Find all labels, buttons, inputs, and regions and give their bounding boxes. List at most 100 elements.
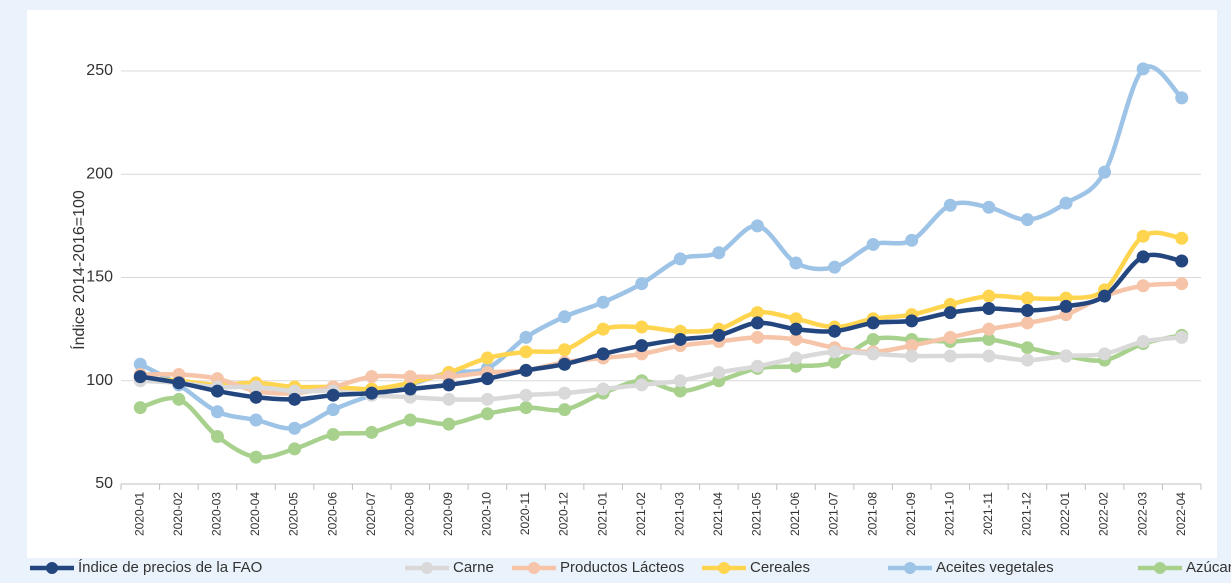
- legend-marker: [421, 562, 433, 574]
- point: [866, 237, 880, 251]
- point: [210, 405, 224, 419]
- point: [982, 322, 996, 336]
- x-tick-label: 2020-07: [364, 492, 378, 536]
- point: [750, 219, 764, 233]
- point: [673, 252, 687, 266]
- point: [519, 330, 533, 344]
- x-tick-label: 2021-02: [634, 492, 648, 536]
- point: [249, 413, 263, 427]
- point: [442, 417, 456, 431]
- x-tick-label: 2020-06: [325, 492, 339, 536]
- x-tick-label: 2020-12: [557, 492, 571, 536]
- point: [326, 388, 340, 402]
- point: [1136, 279, 1150, 293]
- x-tick-label: 2021-11: [981, 492, 995, 535]
- x-tick-label: 2020-05: [287, 492, 301, 536]
- point: [326, 427, 340, 441]
- point: [326, 403, 340, 417]
- point: [480, 407, 494, 421]
- point: [365, 386, 379, 400]
- point: [365, 370, 379, 384]
- point: [905, 339, 919, 353]
- series-line: [140, 335, 1182, 402]
- point: [403, 370, 417, 384]
- point: [750, 306, 764, 320]
- x-tick-label: 2020-01: [132, 492, 146, 536]
- point: [1098, 347, 1112, 361]
- point: [905, 314, 919, 328]
- point: [1020, 353, 1034, 367]
- point: [635, 378, 649, 392]
- point: [943, 330, 957, 344]
- point: [442, 392, 456, 406]
- point: [1175, 91, 1189, 105]
- point: [789, 332, 803, 346]
- point: [1020, 341, 1034, 355]
- point: [172, 392, 186, 406]
- point: [789, 312, 803, 326]
- x-tick-label: 2021-07: [827, 492, 841, 536]
- point: [1136, 335, 1150, 349]
- point: [519, 388, 533, 402]
- legend-label: Carne: [453, 559, 494, 576]
- legend-label: Aceites vegetales: [936, 559, 1054, 576]
- point: [365, 425, 379, 439]
- point: [596, 295, 610, 309]
- point: [596, 322, 610, 336]
- x-tick-label: 2021-09: [904, 492, 918, 536]
- legend-marker: [904, 562, 916, 574]
- point: [1175, 231, 1189, 245]
- point: [596, 382, 610, 396]
- x-tick-label: 2021-05: [750, 492, 764, 536]
- legend-label: Azúcar: [1186, 559, 1231, 576]
- point: [673, 384, 687, 398]
- point: [480, 392, 494, 406]
- point: [635, 320, 649, 334]
- point: [558, 386, 572, 400]
- x-tick-label: 2021-06: [788, 492, 802, 536]
- x-tick-label: 2022-04: [1174, 492, 1188, 536]
- series-line: [139, 333, 1183, 460]
- point: [943, 198, 957, 212]
- point: [519, 363, 533, 377]
- legend-marker: [718, 562, 730, 574]
- point: [866, 347, 880, 361]
- x-tick-label: 2020-10: [480, 492, 494, 536]
- point: [1059, 196, 1073, 210]
- point: [558, 403, 572, 417]
- point: [480, 372, 494, 386]
- x-tick-label: 2021-12: [1020, 492, 1034, 536]
- point: [210, 430, 224, 444]
- legend-marker: [46, 562, 58, 574]
- y-tick-label: 200: [86, 165, 113, 182]
- point: [712, 328, 726, 342]
- point: [750, 316, 764, 330]
- point: [288, 442, 302, 456]
- point: [1020, 316, 1034, 330]
- point: [789, 351, 803, 365]
- point: [1175, 254, 1189, 268]
- series-line: [139, 252, 1183, 402]
- x-tick-label: 2021-10: [942, 492, 956, 536]
- legend-marker: [1154, 562, 1166, 574]
- point: [403, 413, 417, 427]
- x-tick-label: 2022-01: [1058, 492, 1072, 536]
- point: [1136, 229, 1150, 243]
- point: [982, 200, 996, 214]
- series-line: [140, 230, 1183, 392]
- y-axis-label: Índice 2014-2016=100: [69, 190, 88, 350]
- point: [750, 330, 764, 344]
- y-tick-label: 150: [86, 269, 113, 286]
- point: [210, 384, 224, 398]
- point: [943, 306, 957, 320]
- x-tick-label: 2020-11: [518, 492, 532, 535]
- point: [133, 370, 147, 384]
- point: [519, 401, 533, 415]
- point: [288, 392, 302, 406]
- point: [789, 256, 803, 270]
- y-tick-label: 100: [86, 372, 113, 389]
- point: [133, 401, 147, 415]
- point: [828, 260, 842, 274]
- point: [635, 339, 649, 353]
- point: [1020, 213, 1034, 227]
